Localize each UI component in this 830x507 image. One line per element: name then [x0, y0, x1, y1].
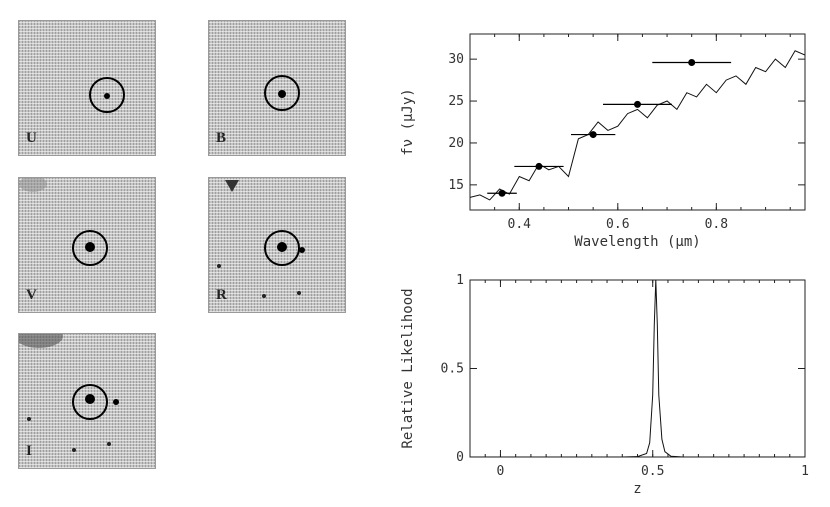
- source-dot: [85, 394, 95, 404]
- stamp-i-overlay: [19, 334, 119, 452]
- plot-frame: [469, 33, 806, 211]
- x-tick-label: 1: [801, 464, 809, 479]
- field-dot: [262, 294, 266, 298]
- target-circle: [72, 230, 108, 266]
- source-dot: [277, 242, 287, 252]
- source-dot: [104, 93, 110, 99]
- band-label: R: [216, 287, 227, 303]
- band-label: U: [26, 130, 37, 146]
- spectrum-chart: 0.4 0.6 0.8 15 20 25 30 Wavelength (μm) fν (μJy): [400, 33, 806, 250]
- y-tick-label: 30: [448, 52, 464, 67]
- neighbor-dot: [113, 399, 119, 405]
- field-dot: [217, 264, 221, 268]
- smudge: [19, 334, 63, 348]
- stamp-u: U: [18, 20, 156, 156]
- field-dot: [297, 291, 301, 295]
- smudge: [19, 178, 47, 192]
- x-tick-label: 0.5: [641, 464, 664, 479]
- stamp-v-overlay: [19, 178, 108, 266]
- neighbor-dot: [299, 247, 305, 253]
- x-tick-label: 0.4: [508, 217, 532, 232]
- stamp-i: I: [18, 333, 156, 469]
- y-tick-label: 20: [448, 136, 464, 151]
- likelihood-chart: 0 0.5 1 0 0.5 1 z Relative Likelihood: [400, 273, 809, 497]
- field-dot: [27, 417, 31, 421]
- target-circle: [264, 75, 300, 111]
- photometry-point: [634, 100, 641, 108]
- stamp-b: B: [208, 20, 346, 156]
- x-tick-label: 0.8: [705, 217, 728, 232]
- source-dot: [85, 242, 95, 252]
- target-circle: [72, 384, 108, 420]
- series-line: [470, 50, 805, 201]
- x-axis-label: z: [633, 481, 641, 497]
- field-dot: [107, 442, 111, 446]
- y-tick-label: 1: [456, 273, 464, 288]
- y-axis-label: fν (μJy): [400, 88, 416, 155]
- band-label: I: [26, 443, 32, 459]
- stamp-v: V: [18, 177, 156, 313]
- y-axis-label: Relative Likelihood: [400, 288, 416, 448]
- y-tick-label: 15: [448, 178, 464, 193]
- band-label: B: [216, 130, 227, 146]
- x-tick-label: 0: [497, 464, 505, 479]
- photometry-point: [688, 58, 696, 66]
- photometry-point: [498, 189, 506, 197]
- stamp-u-overlay: [89, 77, 125, 113]
- source-dot: [278, 90, 286, 98]
- target-circle: [264, 230, 300, 266]
- bright-star: [225, 180, 239, 192]
- stamp-r: R: [208, 177, 346, 313]
- stamp-b-overlay: [264, 75, 300, 111]
- photometry-point: [589, 131, 597, 139]
- x-tick-label: 0.6: [606, 217, 629, 232]
- band-label: V: [26, 287, 37, 303]
- y-tick-label: 0: [456, 450, 464, 465]
- plot-frame: [469, 279, 806, 458]
- series-line: [470, 280, 805, 457]
- field-dot: [72, 448, 76, 452]
- y-tick-label: 25: [448, 94, 464, 109]
- y-tick-label: 0.5: [441, 362, 464, 377]
- photometry-point: [535, 162, 543, 170]
- stamp-r-overlay: [217, 180, 305, 298]
- x-axis-label: Wavelength (μm): [574, 234, 700, 250]
- target-circle: [89, 77, 125, 113]
